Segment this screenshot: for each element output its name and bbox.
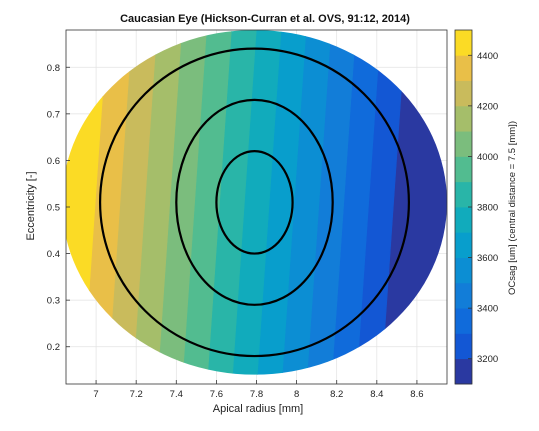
- colorbar-tick-label: 3800: [477, 203, 498, 214]
- x-tick-label: 8.6: [410, 389, 423, 400]
- colorbar-segment: [455, 181, 472, 208]
- colorbar-tick-label: 4000: [477, 152, 498, 163]
- colorbar-segment: [455, 30, 472, 56]
- colorbar-segment: [455, 207, 472, 233]
- chart-title: Caucasian Eye (Hickson-Curran et al. OVS…: [120, 13, 410, 25]
- colorbar-segment: [455, 105, 472, 132]
- colorbar: 3200 3400 3600 3800 4000 4200 4400: [454, 29, 498, 385]
- colorbar-tick-label: 3600: [477, 253, 498, 264]
- y-tick-label: 0.7: [47, 109, 60, 120]
- colorbar-tick-label: 3200: [477, 354, 498, 365]
- y-tick-label: 0.6: [47, 156, 60, 167]
- colorbar-segment: [455, 308, 472, 334]
- x-tick-label: 7.8: [250, 389, 263, 400]
- x-tick-label: 8.4: [370, 389, 383, 400]
- colorbar-segment: [455, 232, 472, 258]
- y-tick-label: 0.8: [47, 63, 60, 74]
- contour-ellipse: [215, 150, 294, 255]
- y-tick-label: 0.4: [47, 249, 60, 260]
- contour-ellipse: [175, 98, 334, 306]
- colorbar-tick-label: 4400: [477, 51, 498, 62]
- x-tick-label: 8.2: [330, 389, 343, 400]
- contour-ellipses: [98, 47, 410, 358]
- colorbar-tick-label: 3400: [477, 304, 498, 315]
- colorbar-segment: [455, 358, 472, 385]
- colorbar-segment: [455, 333, 472, 360]
- x-tick-label: 7: [93, 389, 98, 400]
- colorbar-label: OCsag [um] (central distance = 7.5 [mm]): [507, 121, 518, 295]
- x-tick-label: 7.4: [170, 389, 183, 400]
- colorbar-segment: [455, 55, 472, 81]
- y-tick-label: 0.3: [47, 296, 60, 307]
- colorbar-segment: [455, 131, 472, 157]
- x-tick-label: 7.6: [210, 389, 223, 400]
- y-axis-label: Eccentricity [-]: [25, 171, 37, 240]
- x-tick-label: 8: [294, 389, 299, 400]
- colorbar-tick-label: 4200: [477, 101, 498, 112]
- y-tick-label: 0.5: [47, 203, 60, 214]
- colorbar-segment: [455, 156, 472, 183]
- x-axis-ticks: 7 7.2 7.4 7.6 7.8 8 8.2 8.4 8.6: [93, 380, 424, 400]
- x-tick-label: 7.2: [130, 389, 143, 400]
- colorbar-segment: [455, 257, 472, 284]
- contour-ellipse: [98, 47, 410, 358]
- x-axis-label: Apical radius [mm]: [213, 403, 303, 415]
- colorbar-segment: [455, 282, 472, 309]
- y-axis-ticks: 0.2 0.3 0.4 0.5 0.6 0.7 0.8: [47, 63, 70, 353]
- colorbar-segment: [455, 80, 472, 107]
- y-tick-label: 0.2: [47, 342, 60, 353]
